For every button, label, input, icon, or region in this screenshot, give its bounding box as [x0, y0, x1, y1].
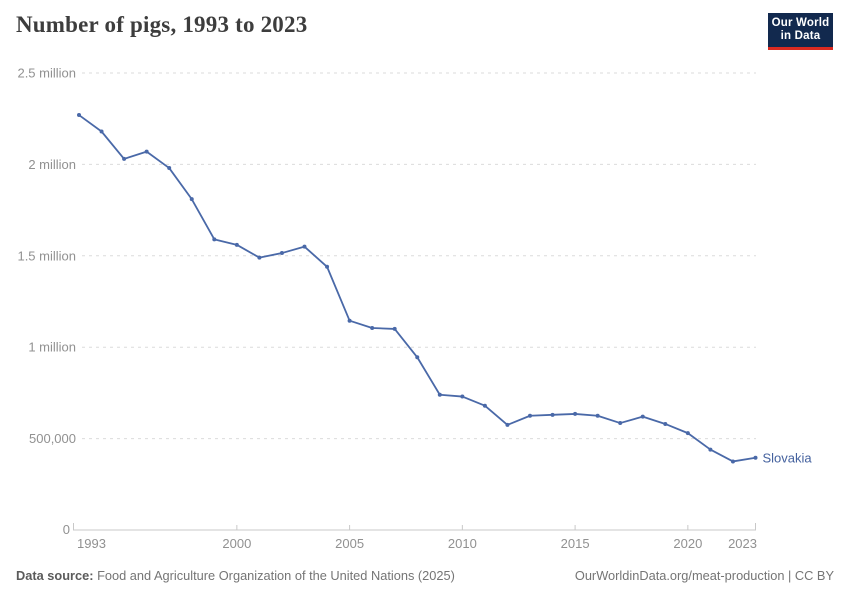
data-point	[189, 197, 194, 202]
data-point	[325, 264, 330, 269]
data-point	[640, 414, 645, 419]
data-point	[528, 413, 532, 418]
x-tick-label: 2005	[335, 536, 364, 551]
chart-footer: Data source: Food and Agriculture Organi…	[16, 568, 834, 583]
data-point	[212, 237, 217, 242]
data-point	[279, 251, 284, 256]
line-chart[interactable]: 0 500,000 1 million 1.5 million 2 million 2.5…	[0, 0, 850, 560]
data-point	[257, 255, 262, 260]
data-point	[77, 113, 81, 118]
x-axis	[73, 523, 756, 531]
x-tick-label: 2020	[673, 536, 702, 551]
data-point	[437, 392, 442, 397]
x-tick-label: 2015	[561, 536, 590, 551]
x-tick-label: 2023	[728, 536, 757, 551]
citation-link[interactable]: OurWorldinData.org/meat-production | CC …	[574, 568, 834, 583]
data-point	[550, 412, 555, 417]
data-line	[78, 114, 757, 463]
x-tick-label: 1993	[77, 536, 106, 551]
data-point	[460, 394, 465, 399]
data-point	[730, 459, 735, 464]
data-point	[595, 413, 600, 418]
data-source-label: Data source:	[16, 568, 94, 583]
data-point	[302, 244, 307, 249]
data-point	[122, 156, 127, 161]
y-axis-labels: 0 500,000 1 million 1.5 million 2 million 2.5…	[17, 66, 76, 538]
data-point	[685, 431, 690, 436]
y-gridlines	[82, 72, 756, 440]
data-series-slovakia[interactable]: Slovakia	[77, 113, 812, 465]
data-point	[347, 318, 352, 323]
data-source-value: Food and Agriculture Organization of the…	[93, 568, 455, 583]
chart-title: Number of pigs, 1993 to 2023	[16, 12, 308, 37]
data-point	[415, 355, 420, 360]
y-tick-label: 500,000	[29, 431, 76, 446]
data-point	[167, 166, 172, 171]
owid-logo[interactable]: Our World in Data	[768, 13, 833, 50]
data-point	[144, 149, 149, 154]
data-point	[370, 326, 375, 331]
series-label[interactable]: Slovakia	[763, 450, 813, 465]
data-point	[99, 129, 104, 134]
data-point	[505, 422, 510, 427]
owid-logo-line1: Our World	[771, 17, 830, 29]
y-tick-label: 0	[63, 522, 70, 537]
data-point	[234, 242, 239, 247]
y-tick-label: 2.5 million	[17, 66, 76, 81]
x-axis-labels: 1993 2000 2005 2010 2015 2020 2023	[77, 536, 757, 551]
data-point	[753, 455, 758, 460]
y-tick-label: 2 million	[28, 157, 76, 172]
data-point	[618, 421, 623, 426]
y-tick-label: 1.5 million	[17, 248, 76, 263]
data-point	[573, 411, 578, 416]
x-tick-label: 2010	[448, 536, 477, 551]
y-tick-label: 1 million	[28, 340, 76, 355]
data-source-text: Data source: Food and Agriculture Organi…	[16, 568, 455, 583]
owid-logo-line2: in Data	[780, 30, 821, 42]
data-point	[663, 421, 668, 426]
data-point	[708, 447, 713, 452]
x-tick-label: 2000	[222, 536, 251, 551]
data-point	[392, 326, 397, 331]
data-point	[482, 403, 487, 408]
